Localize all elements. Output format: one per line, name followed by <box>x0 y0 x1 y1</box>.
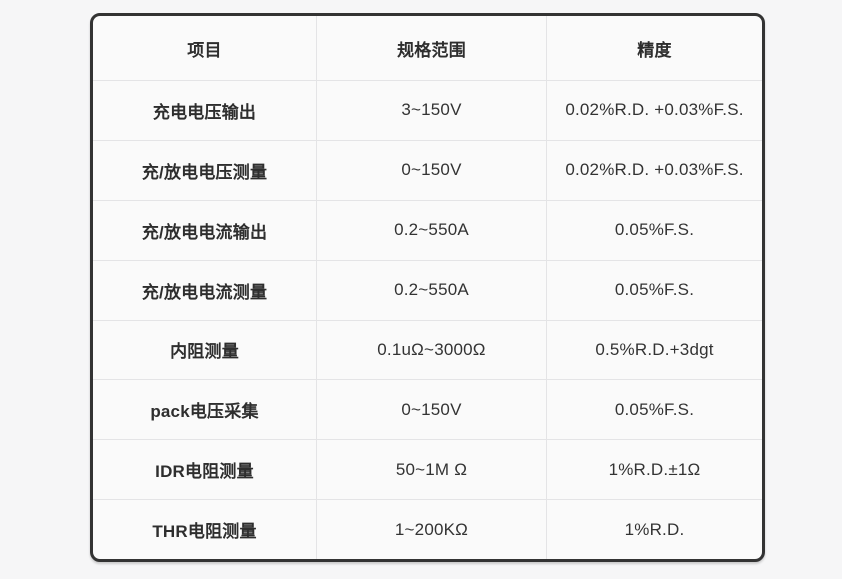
header-range: 规格范围 <box>317 16 547 80</box>
table-row: IDR电阻测量 50~1M Ω 1%R.D.±1Ω <box>93 440 762 501</box>
cell-range: 50~1M Ω <box>317 440 547 500</box>
table-row: 充电电压输出 3~150V 0.02%R.D. +0.03%F.S. <box>93 81 762 141</box>
cell-item: 充/放电电压测量 <box>93 140 317 200</box>
table-row: pack电压采集 0~150V 0.05%F.S. <box>93 380 762 441</box>
cell-item: 充/放电电流测量 <box>93 260 317 320</box>
table-row: 充/放电电流测量 0.2~550A 0.05%F.S. <box>93 260 762 321</box>
cell-accuracy: 0.02%R.D. +0.03%F.S. <box>565 160 744 180</box>
cell-item: IDR电阻测量 <box>93 440 317 500</box>
specifications-table: 项目 规格范围 精度 充电电压输出 3~150V 0.02%R.D. +0.03%F… <box>90 13 765 562</box>
cell-range: 0~150V <box>317 380 547 440</box>
cell-range: 0.2~550A <box>317 200 547 260</box>
cell-accuracy: 0.05%F.S. <box>614 280 695 300</box>
cell-item: pack电压采集 <box>93 380 317 440</box>
cell-accuracy: 1%R.D. <box>624 519 685 539</box>
table-row: 内阻测量 0.1uΩ~3000Ω 0.5%R.D.+3dgt <box>93 320 762 381</box>
cell-range: 0.1uΩ~3000Ω <box>317 320 547 380</box>
cell-item: 内阻测量 <box>93 320 317 380</box>
cell-range: 0~150V <box>317 140 547 200</box>
table-row: 充/放电电流输出 0.2~550A 0.05%F.S. <box>93 200 762 261</box>
cell-range: 1~200KΩ <box>317 500 547 559</box>
cell-range: 0.2~550A <box>317 260 547 320</box>
table-header-row: 项目 规格范围 精度 <box>93 16 762 81</box>
cell-accuracy: 1%R.D.±1Ω <box>608 459 701 479</box>
table-row: 充/放电电压测量 0~150V 0.02%R.D. +0.03%F.S. <box>93 140 762 201</box>
cell-accuracy: 0.05%F.S. <box>614 399 695 419</box>
header-item: 项目 <box>93 16 317 80</box>
cell-accuracy: 0.05%F.S. <box>614 220 695 240</box>
cell-item: 充/放电电流输出 <box>93 200 317 260</box>
table-row: THR电阻测量 1~200KΩ 1%R.D. <box>93 500 762 559</box>
cell-item: 充电电压输出 <box>93 81 317 140</box>
cell-item: THR电阻测量 <box>93 500 317 559</box>
cell-range: 3~150V <box>317 81 547 140</box>
cell-accuracy: 0.5%R.D.+3dgt <box>595 339 714 359</box>
header-accuracy: 精度 <box>637 40 672 60</box>
cell-accuracy: 0.02%R.D. +0.03%F.S. <box>565 100 744 120</box>
